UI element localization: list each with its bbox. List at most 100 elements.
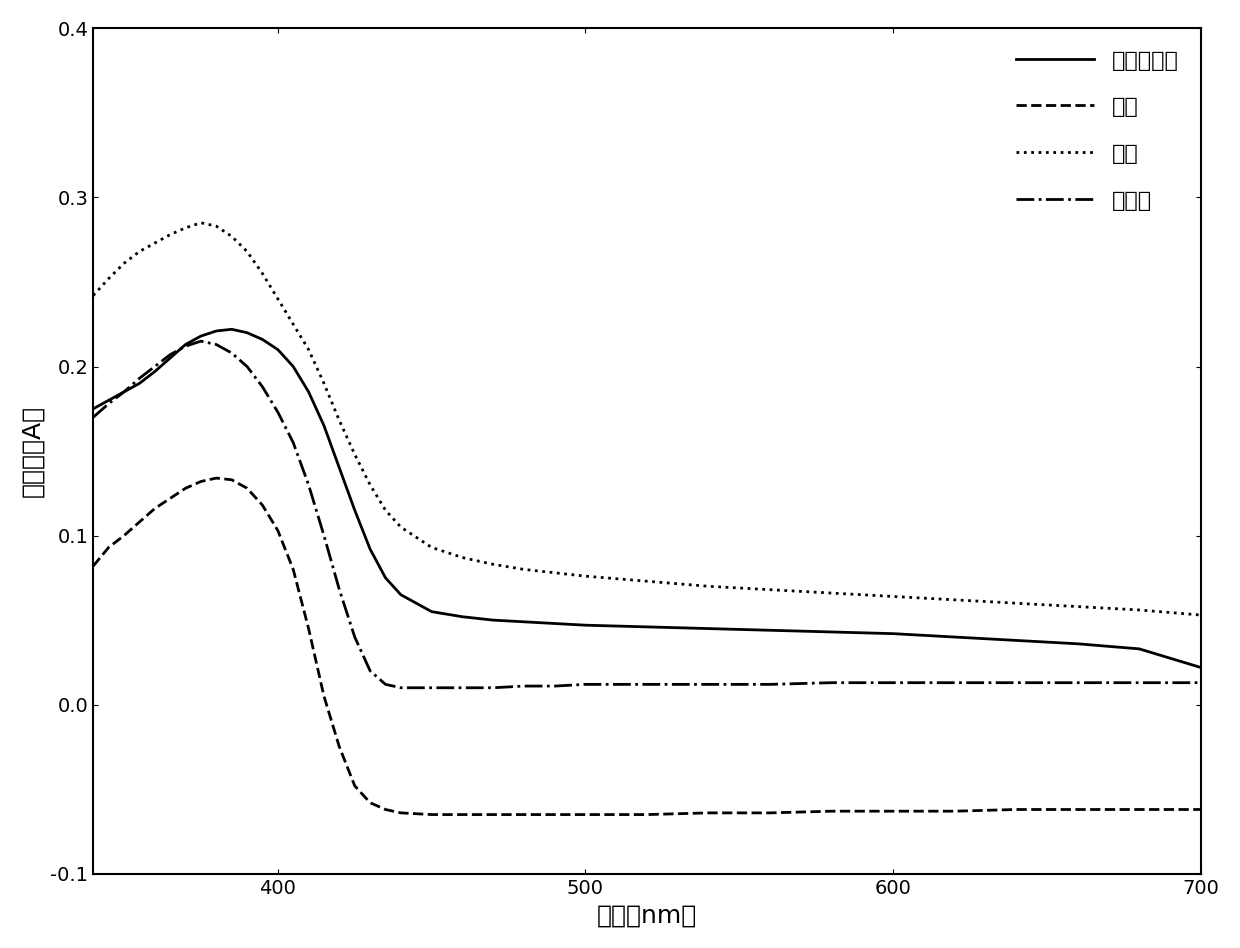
甲醇 <box>179 483 193 494</box>
异丙醇 <box>455 682 470 693</box>
异丙醇 <box>578 679 593 690</box>
丙酮 <box>455 552 470 563</box>
甲醇 <box>578 809 593 820</box>
二甲基亚硕 <box>362 543 377 555</box>
甲醇 <box>332 741 347 753</box>
甲醇 <box>517 809 532 820</box>
丙酮 <box>486 558 501 570</box>
丙酮 <box>239 246 254 257</box>
二甲基亚硕 <box>1070 638 1085 649</box>
甲醇 <box>239 483 254 494</box>
甲醇 <box>270 525 285 537</box>
二甲基亚硕 <box>117 386 131 397</box>
二甲基亚硕 <box>701 623 715 634</box>
异丙醇 <box>701 679 715 690</box>
甲醇 <box>102 541 117 553</box>
异丙醇 <box>378 679 393 690</box>
丙酮 <box>1070 601 1085 612</box>
甲醇 <box>301 623 316 634</box>
丙酮 <box>1008 597 1023 609</box>
二甲基亚硕 <box>102 394 117 406</box>
丙酮 <box>947 594 962 606</box>
丙酮 <box>131 246 146 257</box>
异丙醇 <box>885 677 900 688</box>
丙酮 <box>208 221 223 232</box>
异丙醇 <box>285 437 300 448</box>
二甲基亚硕 <box>825 627 839 638</box>
甲醇 <box>1070 804 1085 815</box>
丙酮 <box>347 448 362 460</box>
二甲基亚硕 <box>885 628 900 639</box>
二甲基亚硕 <box>455 611 470 623</box>
异丙醇 <box>547 681 562 692</box>
甲醇 <box>1193 804 1208 815</box>
二甲基亚硕 <box>547 618 562 629</box>
丙酮 <box>362 479 377 490</box>
二甲基亚硕 <box>239 327 254 338</box>
二甲基亚硕 <box>285 361 300 373</box>
二甲基亚硕 <box>1008 635 1023 647</box>
Y-axis label: 吸光度（A）: 吸光度（A） <box>21 405 45 497</box>
甲醇 <box>701 807 715 818</box>
异丙醇 <box>1070 677 1085 688</box>
二甲基亚硕 <box>148 366 162 377</box>
丙酮 <box>393 521 408 533</box>
Line: 异丙醇: 异丙醇 <box>93 341 1200 687</box>
丙酮 <box>1193 610 1208 621</box>
二甲基亚硕 <box>162 353 177 364</box>
丙酮 <box>424 541 439 553</box>
Line: 丙酮: 丙酮 <box>93 223 1200 615</box>
甲醇 <box>316 690 331 702</box>
丙酮 <box>547 567 562 578</box>
异丙醇 <box>86 411 100 423</box>
丙酮 <box>517 564 532 575</box>
丙酮 <box>86 290 100 301</box>
甲醇 <box>148 502 162 514</box>
丙酮 <box>117 258 131 269</box>
二甲基亚硕 <box>486 614 501 626</box>
甲醇 <box>131 517 146 528</box>
甲醇 <box>885 806 900 817</box>
Line: 二甲基亚硕: 二甲基亚硕 <box>93 329 1200 667</box>
甲醇 <box>193 476 208 487</box>
二甲基亚硕 <box>332 463 347 474</box>
二甲基亚硕 <box>86 403 100 414</box>
异丙醇 <box>640 679 655 690</box>
异丙醇 <box>193 336 208 347</box>
甲醇 <box>455 809 470 820</box>
二甲基亚硕 <box>208 325 223 337</box>
甲醇 <box>208 472 223 483</box>
异丙醇 <box>255 381 270 392</box>
二甲基亚硕 <box>424 606 439 617</box>
丙酮 <box>148 237 162 248</box>
二甲基亚硕 <box>517 616 532 628</box>
丙酮 <box>255 268 270 280</box>
丙酮 <box>378 504 393 516</box>
丙酮 <box>162 228 177 240</box>
异丙醇 <box>102 398 117 410</box>
二甲基亚硕 <box>301 386 316 397</box>
二甲基亚硕 <box>255 334 270 345</box>
Legend: 二甲基亚硕, 甲醇, 丙酮, 异丙醇: 二甲基亚硕, 甲醇, 丙酮, 异丙醇 <box>1004 40 1189 222</box>
甲醇 <box>117 530 131 541</box>
异丙醇 <box>316 530 331 541</box>
丙酮 <box>224 230 239 242</box>
丙酮 <box>179 222 193 233</box>
二甲基亚硕 <box>763 625 777 636</box>
丙酮 <box>270 293 285 304</box>
异丙醇 <box>117 386 131 397</box>
甲醇 <box>640 809 655 820</box>
异丙醇 <box>1008 677 1023 688</box>
异丙醇 <box>486 682 501 693</box>
X-axis label: 波长（nm）: 波长（nm） <box>596 903 697 927</box>
丙酮 <box>285 319 300 330</box>
甲醇 <box>947 806 962 817</box>
异丙醇 <box>424 682 439 693</box>
甲醇 <box>486 809 501 820</box>
甲醇 <box>347 780 362 792</box>
二甲基亚硕 <box>1193 662 1208 673</box>
异丙醇 <box>362 665 377 677</box>
甲醇 <box>1008 804 1023 815</box>
二甲基亚硕 <box>393 589 408 600</box>
异丙醇 <box>763 679 777 690</box>
